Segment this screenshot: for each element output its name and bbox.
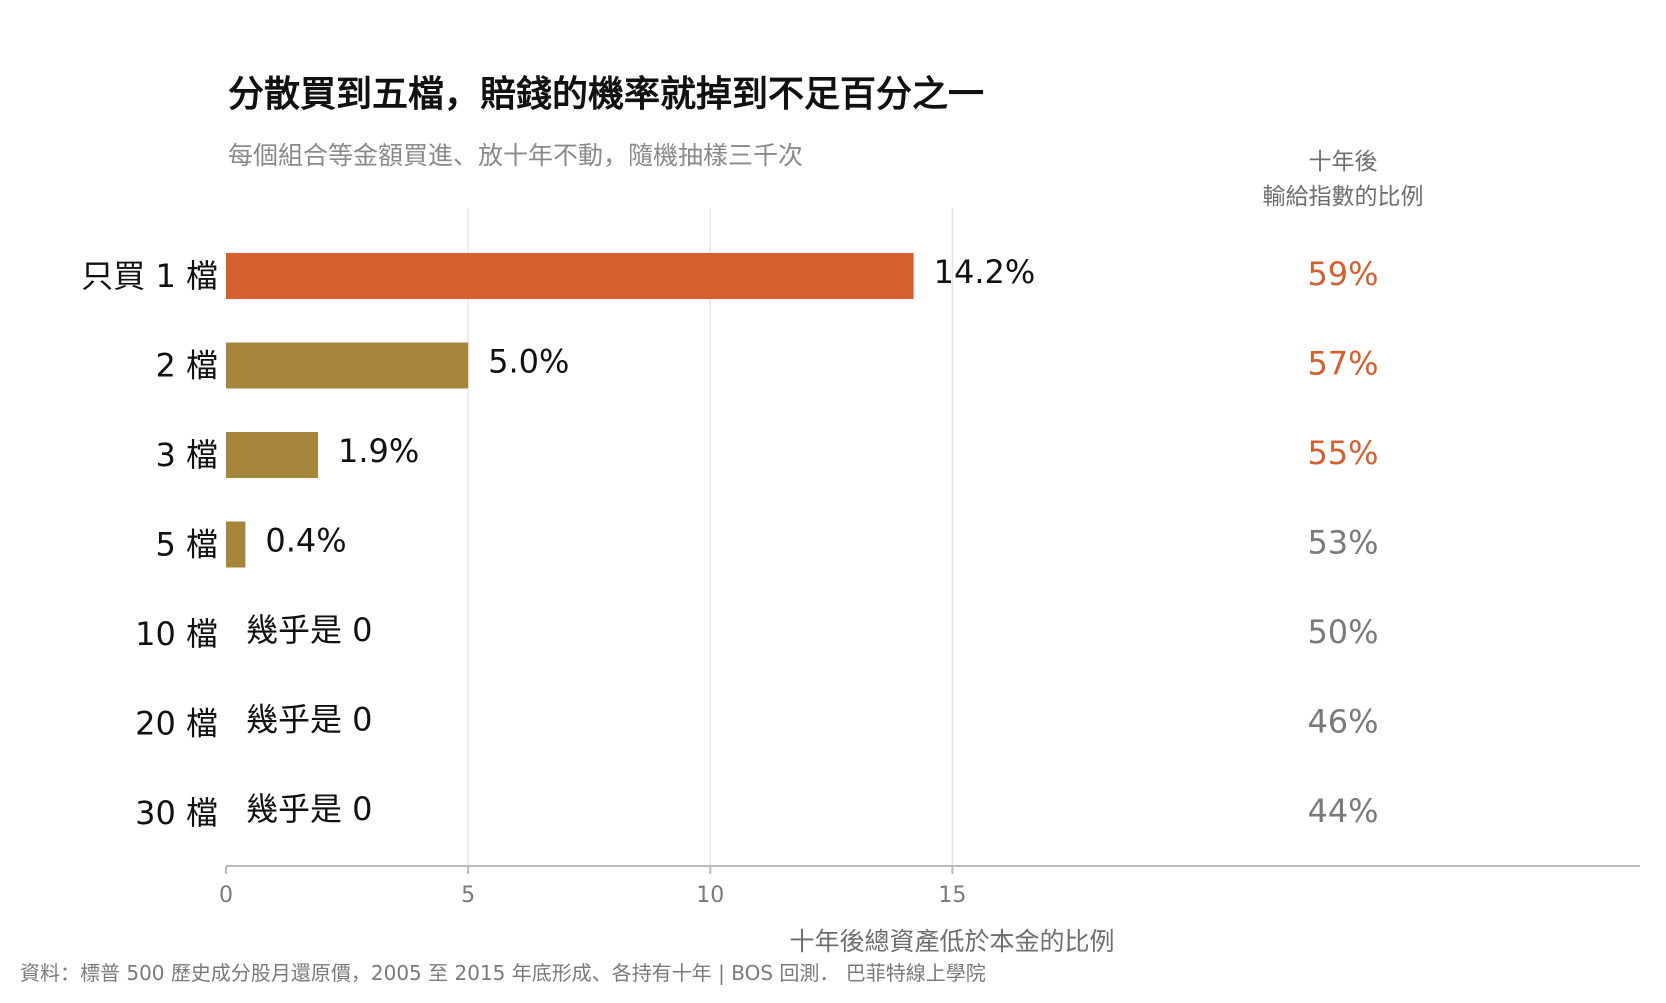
category-labels: 只買 1 檔 2 檔 3 檔 5 檔 10 檔 20 檔 30 檔 bbox=[81, 257, 218, 832]
grid-lines bbox=[467, 208, 954, 866]
bar bbox=[226, 432, 319, 478]
bar bbox=[226, 342, 469, 389]
chart-subtitle: 每個組合等金額買進、放十年不動，隨機抽樣三千次 bbox=[228, 141, 803, 170]
side-column-value: 53% bbox=[1307, 524, 1378, 562]
category-label: 只買 1 檔 bbox=[81, 257, 218, 295]
value-label: 14.2% bbox=[934, 253, 1036, 291]
x-tick-label: 0 bbox=[219, 883, 233, 908]
category-label: 20 檔 bbox=[135, 705, 218, 743]
x-tick-label: 15 bbox=[938, 883, 966, 908]
category-label: 30 檔 bbox=[135, 794, 218, 832]
x-tick-label: 5 bbox=[461, 883, 475, 908]
side-column-value: 59% bbox=[1307, 255, 1378, 293]
bars bbox=[226, 253, 914, 568]
value-label: 5.0% bbox=[488, 343, 569, 381]
category-label: 3 檔 bbox=[155, 436, 218, 474]
category-label: 10 檔 bbox=[135, 615, 218, 653]
value-label: 幾乎是 0 bbox=[246, 611, 373, 649]
source-note: 資料：標普 500 歷史成分股月還原價，2005 至 2015 年底形成、各持有… bbox=[20, 961, 986, 985]
x-axis-label: 十年後總資產低於本金的比例 bbox=[789, 927, 1114, 956]
bar bbox=[226, 521, 246, 568]
side-column-value: 50% bbox=[1307, 613, 1378, 651]
value-labels: 14.2% 5.0% 1.9% 0.4% 幾乎是 0 幾乎是 0 幾乎是 0 bbox=[246, 253, 1035, 828]
x-axis-ticks: 0 5 10 15 bbox=[219, 866, 966, 908]
side-column-header-line1: 十年後 bbox=[1309, 149, 1378, 175]
chart-title: 分散買到五檔，賠錢的機率就掉到不足百分之一 bbox=[228, 74, 984, 115]
value-label: 幾乎是 0 bbox=[246, 701, 373, 739]
x-tick-label: 10 bbox=[696, 883, 724, 908]
side-column-values: 59% 57% 55% 53% 50% 46% 44% bbox=[1307, 255, 1378, 830]
side-column-value: 55% bbox=[1307, 434, 1378, 472]
bar bbox=[226, 253, 914, 299]
value-label: 幾乎是 0 bbox=[246, 790, 373, 828]
side-column-value: 44% bbox=[1307, 792, 1378, 830]
value-label: 0.4% bbox=[265, 522, 346, 560]
side-column-header-line2: 輸給指數的比例 bbox=[1263, 184, 1424, 210]
side-column-value: 57% bbox=[1307, 345, 1378, 383]
value-label: 1.9% bbox=[338, 432, 419, 470]
side-column-value: 46% bbox=[1307, 703, 1378, 741]
category-label: 2 檔 bbox=[155, 347, 218, 385]
category-label: 5 檔 bbox=[155, 526, 218, 564]
